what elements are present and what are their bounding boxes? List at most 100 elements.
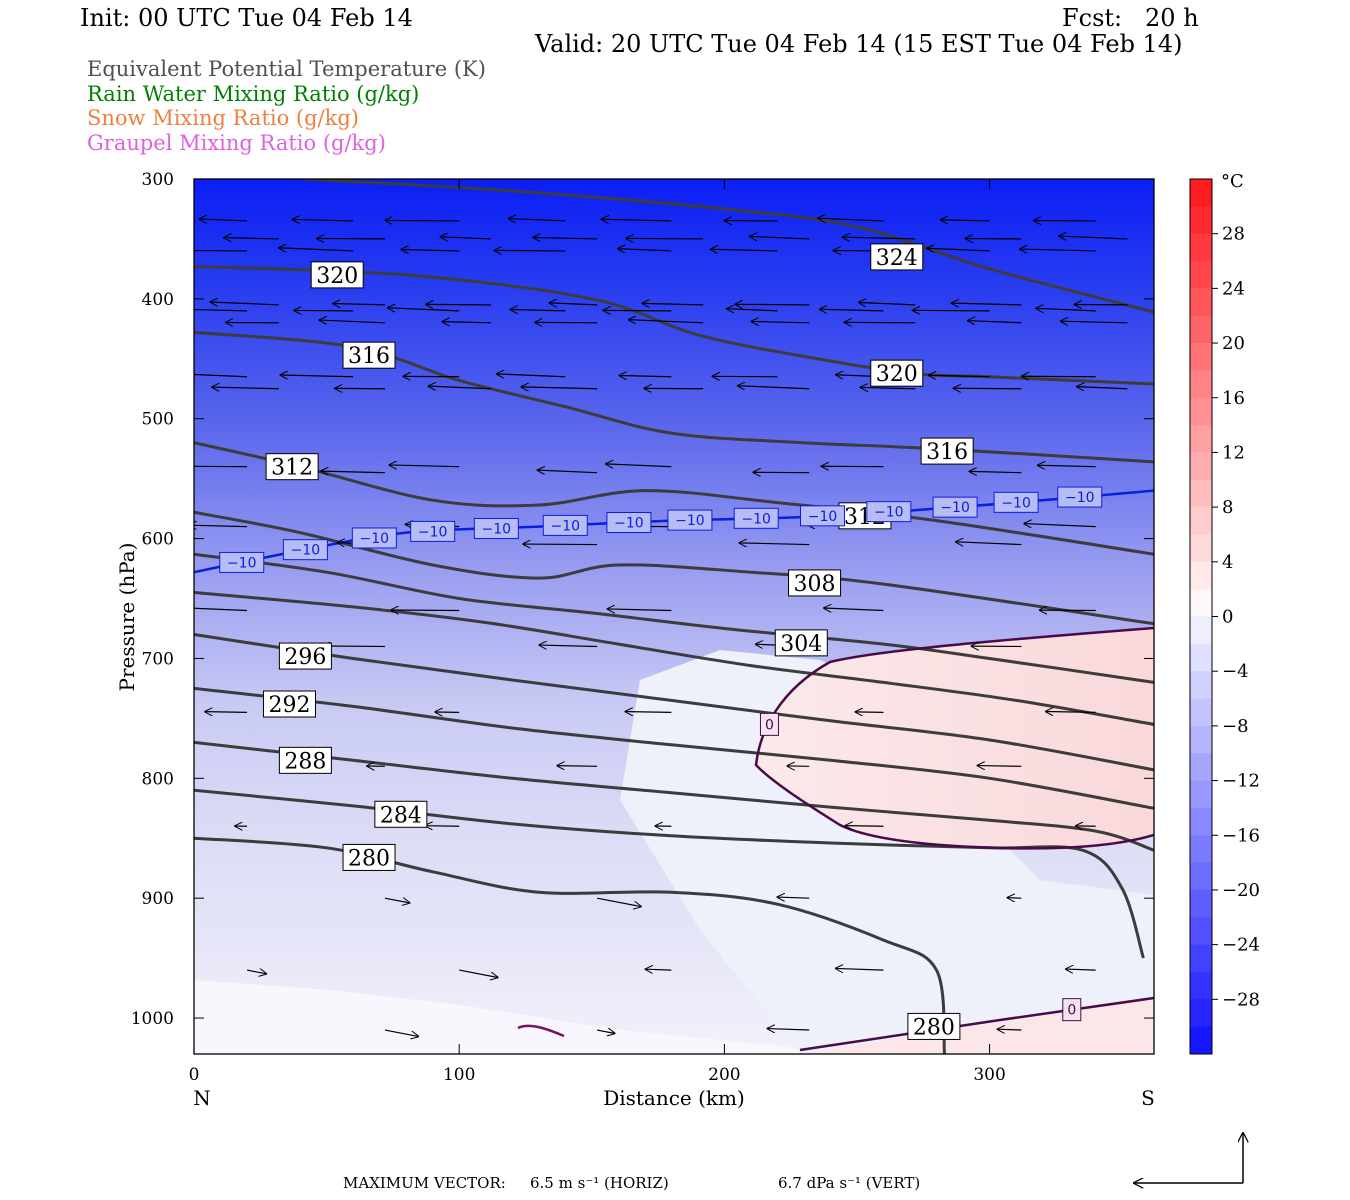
- colorbar-label: −4: [1222, 661, 1249, 682]
- colorbar-label: 20: [1222, 333, 1245, 354]
- theta-e-label: 288: [278, 746, 332, 774]
- isotherm-label-box: [733, 507, 779, 529]
- theta-e-label: 316: [920, 437, 974, 465]
- forecast-hour: Fcst: 20 h: [1062, 4, 1199, 32]
- wind-vector: [194, 308, 248, 312]
- colorbar-label: −28: [1222, 989, 1260, 1010]
- theta-e-label-box: [278, 746, 332, 774]
- theta-e-label-text: 324: [876, 246, 918, 271]
- legend-rain: Rain Water Mixing Ratio (g/kg): [87, 82, 420, 106]
- isotherm-label-box: [866, 501, 912, 523]
- wind-vector: [1061, 321, 1128, 323]
- isotherm-minus10-label: −10: [351, 527, 397, 549]
- wind-vector: [596, 897, 641, 906]
- wind-vector: [319, 320, 385, 323]
- wind-vector: [194, 465, 248, 468]
- isotherm-zero-box: [1062, 998, 1082, 1022]
- north-label: N: [193, 1086, 211, 1110]
- wind-vector: [642, 303, 704, 304]
- colorbar-segment: [1190, 1026, 1212, 1055]
- wind-vector: [750, 236, 810, 239]
- colorbar-segment: [1190, 206, 1212, 235]
- isotherm-label-box: [473, 518, 519, 540]
- isotherm-label-box: [542, 514, 588, 536]
- wind-vector: [619, 376, 672, 377]
- colorbar-segment: [1190, 889, 1212, 918]
- wind-vector: [929, 375, 990, 376]
- theta-e-label-text: 320: [316, 264, 358, 289]
- theta-e-label-box: [907, 1012, 961, 1040]
- wind-vector: [280, 375, 354, 377]
- theta-e-contour-300: [194, 591, 1154, 726]
- wind-vector: [279, 248, 354, 251]
- isotherm-label-box: [219, 551, 265, 573]
- isotherm-minus10-label: −10: [866, 501, 912, 523]
- wind-vector: [194, 607, 248, 612]
- isotherm-minus10-label: −10: [993, 491, 1039, 513]
- theta-e-label-text: 296: [284, 645, 326, 670]
- wind-vector: [608, 609, 672, 611]
- theta-e-label-box: [342, 843, 396, 871]
- x-tick-label: 100: [443, 1065, 475, 1085]
- wind-vector: [384, 898, 410, 903]
- wind-vector: [333, 304, 385, 305]
- colorbar-segment: [1190, 917, 1212, 946]
- isotherm-zero-box: [759, 712, 779, 736]
- colorbar-label: −8: [1222, 716, 1249, 737]
- colorbar-segment: [1190, 452, 1212, 481]
- y-tick-label: 800: [142, 769, 174, 789]
- isotherm-minus10-label: −10: [219, 551, 265, 573]
- isotherm-label-text: −10: [1001, 495, 1031, 511]
- reference-vector: [1134, 1133, 1243, 1183]
- wind-vector: [1046, 712, 1096, 713]
- theta-e-label-text: 316: [926, 440, 968, 465]
- y-tick-label: 1000: [131, 1009, 174, 1029]
- isotherm-minus10-label: −10: [932, 496, 978, 518]
- theta-e-label-box: [374, 800, 428, 828]
- wind-vector: [606, 464, 672, 467]
- wind-vector: [1036, 308, 1096, 311]
- theta-e-label-box: [870, 243, 924, 271]
- wind-vector: [1022, 376, 1096, 377]
- wind-vector: [602, 219, 672, 221]
- isotherm-minus10-label: −10: [473, 518, 519, 540]
- theta-e-label: 308: [788, 569, 842, 597]
- theta-e-label-text: 280: [348, 846, 390, 871]
- wind-vector: [727, 309, 778, 311]
- wind-vector: [626, 238, 704, 239]
- colorbar-label: 4: [1222, 552, 1233, 573]
- wind-vector: [199, 219, 248, 221]
- isotherm-zero-label: 0: [759, 712, 779, 736]
- theta-e-label: 312: [265, 453, 319, 481]
- theta-e-label-box: [788, 569, 842, 597]
- axis-ticks: 300 400 500 600 700 800 900 1000 0 100 200 300: [131, 170, 1154, 1085]
- colorbar-segment: [1190, 233, 1212, 262]
- wind-vector: [956, 542, 1022, 545]
- colorbar-segment: [1190, 780, 1212, 809]
- isotherm-label-text: −10: [1065, 490, 1095, 506]
- wind-vector: [645, 969, 672, 970]
- isotherm-minus10-label: −10: [410, 520, 456, 542]
- wind-vector: [738, 386, 810, 389]
- colorbar-label: 8: [1222, 497, 1233, 518]
- theta-e-label-box: [265, 453, 319, 481]
- isotherm-label-text: −10: [874, 505, 904, 521]
- colorbar-segment: [1190, 944, 1212, 973]
- wind-vector: [292, 219, 354, 220]
- theta-e-label-text: 304: [780, 632, 822, 657]
- colorbar-segment: [1190, 561, 1212, 590]
- wind-vector: [735, 304, 810, 305]
- wind-vector: [625, 712, 672, 713]
- wind-vector: [497, 374, 566, 377]
- isotherm-minus10-label: −10: [1057, 486, 1103, 508]
- wind-vector: [1020, 249, 1096, 251]
- wind-vector: [1077, 387, 1128, 389]
- wind-vector: [510, 310, 566, 311]
- wind-vector: [523, 544, 598, 545]
- theta-e-label-text: 320: [876, 362, 918, 387]
- max-vector-label: MAXIMUM VECTOR:: [343, 1174, 506, 1192]
- colorbar-segment: [1190, 999, 1212, 1028]
- wind-vector: [952, 303, 1022, 305]
- colorbar-label: 12: [1222, 442, 1245, 463]
- wind-vector: [459, 969, 498, 977]
